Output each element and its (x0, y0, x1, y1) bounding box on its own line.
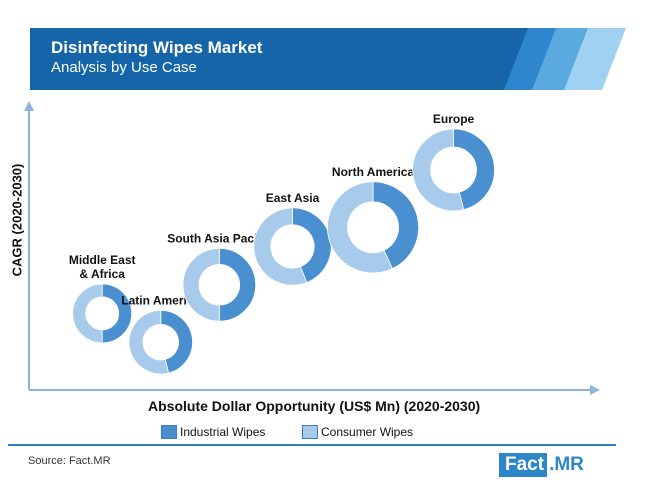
chart-subtitle: Analysis by Use Case (51, 59, 197, 76)
region-label-south-asia-pacific: South Asia Pacific (167, 231, 272, 245)
region-label-europe: Europe (433, 112, 475, 126)
donut-consumer-east-asia (253, 207, 308, 286)
donut-consumer-south-asia-pacific (182, 247, 220, 322)
chart-title: Disinfecting Wipes Market (51, 38, 263, 57)
donut-industrial-south-asia-pacific (218, 247, 257, 322)
region-label-east-asia: East Asia (266, 191, 320, 205)
y-axis-title: CAGR (2020-2030) (9, 163, 25, 277)
donut-consumer-latin-america (128, 309, 170, 375)
donut-consumer-europe (412, 128, 465, 212)
banner-shape (30, 28, 626, 90)
source-note: Source: Fact.MR (28, 455, 111, 467)
legend-label-industrial: Industrial Wipes (180, 424, 266, 439)
donut-consumer-middle-east-africa (72, 283, 103, 344)
region-label-middle-east-africa-2: & Africa (79, 267, 125, 281)
region-label-latin-america: Latin America (121, 293, 200, 307)
factmr-logo: Fact .MR (499, 453, 586, 477)
x-axis-title: Absolute Dollar Opportunity (US$ Mn) (20… (148, 398, 481, 414)
region-label-middle-east-africa-1: Middle East (69, 253, 136, 267)
donut-industrial-middle-east-africa (101, 283, 133, 344)
legend-item-industrial: Industrial Wipes (161, 424, 265, 439)
donut-industrial-europe (453, 128, 495, 211)
footer-divider (8, 444, 616, 446)
y-axis-arrow (24, 101, 34, 111)
legend-swatch-industrial (161, 424, 177, 439)
legend-label-consumer: Consumer Wipes (321, 424, 414, 439)
legend-swatch-consumer (302, 424, 318, 439)
x-axis-arrow (590, 385, 600, 395)
donut-industrial-east-asia (292, 207, 332, 284)
logo-text-left: Fact (499, 453, 548, 477)
donut-industrial-latin-america (160, 309, 193, 374)
region-label-north-america: North America (332, 165, 415, 179)
donut-industrial-north-america (372, 181, 420, 270)
header-banner: Disinfecting Wipes Market Analysis by Us… (30, 28, 626, 90)
donut-consumer-north-america (327, 181, 393, 274)
logo-text-right: .MR (547, 453, 586, 477)
legend-item-consumer: Consumer Wipes (302, 424, 413, 439)
